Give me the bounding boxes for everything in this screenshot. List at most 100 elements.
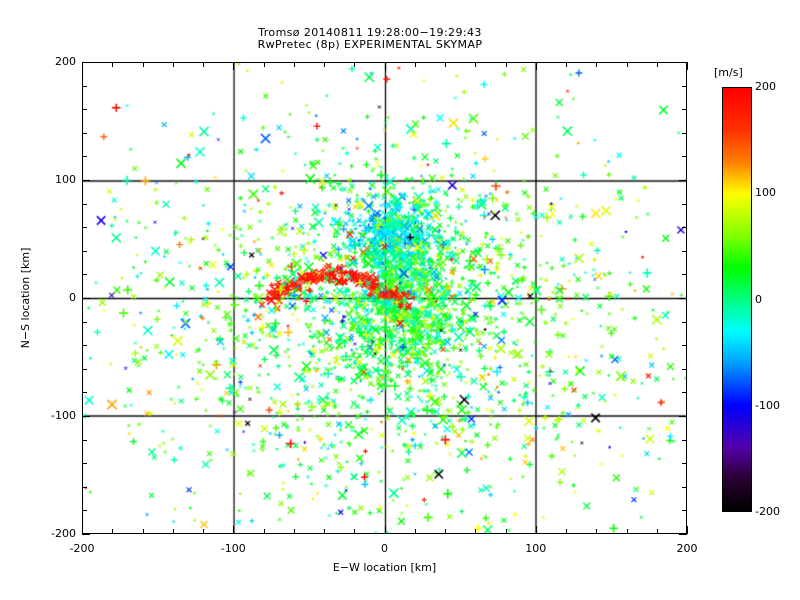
axis-tick [415, 62, 416, 67]
axis-tick [82, 369, 87, 370]
axis-tick [385, 526, 386, 534]
axis-tick [566, 529, 567, 534]
y-axis-label: N−S location [km] [19, 247, 32, 349]
axis-tick [682, 109, 687, 110]
axis-tick [682, 227, 687, 228]
axis-tick-label: 200 [55, 55, 76, 68]
axis-tick [112, 62, 113, 67]
axis-tick [415, 529, 416, 534]
axis-tick [445, 62, 446, 67]
axis-tick [682, 204, 687, 205]
axis-tick [682, 345, 687, 346]
axis-tick [82, 463, 87, 464]
axis-tick [682, 463, 687, 464]
axis-tick [354, 529, 355, 534]
axis-tick [82, 227, 87, 228]
axis-tick [682, 86, 687, 87]
axis-tick [596, 529, 597, 534]
axis-tick [82, 526, 83, 534]
axis-tick [682, 487, 687, 488]
x-axis-label: E−W location [km] [332, 561, 437, 574]
axis-tick-label: -100 [51, 409, 76, 422]
axis-tick [82, 156, 87, 157]
axis-tick [627, 62, 628, 67]
axis-tick [82, 180, 90, 181]
axis-tick [506, 529, 507, 534]
axis-tick [475, 62, 476, 67]
axis-tick [82, 86, 87, 87]
axis-tick-label: 0 [381, 542, 388, 555]
axis-tick [682, 251, 687, 252]
axis-tick [682, 440, 687, 441]
axis-tick-label: 200 [676, 542, 698, 555]
axis-tick [82, 62, 90, 63]
axis-tick [657, 529, 658, 534]
axis-tick [143, 529, 144, 534]
axis-tick [679, 298, 687, 299]
axis-tick-label: 0 [69, 291, 76, 304]
axis-tick [264, 529, 265, 534]
axis-tick [82, 534, 90, 535]
axis-tick [173, 62, 174, 67]
axis-tick [82, 251, 87, 252]
axis-tick [445, 529, 446, 534]
colorbar-tick-label: -200 [755, 505, 780, 518]
axis-tick [682, 369, 687, 370]
axis-tick [82, 510, 87, 511]
axis-tick [143, 62, 144, 67]
axis-tick [682, 133, 687, 134]
axis-tick [82, 392, 87, 393]
axis-tick [233, 526, 234, 534]
axis-tick [82, 274, 87, 275]
colorbar-unit-label: [m/s] [714, 66, 743, 79]
colorbar-tick-label: 200 [755, 80, 776, 93]
axis-tick-label: -200 [69, 542, 95, 555]
axis-tick [596, 62, 597, 67]
axis-tick [682, 156, 687, 157]
axis-tick [475, 529, 476, 534]
axis-tick [82, 487, 87, 488]
axis-tick [264, 62, 265, 67]
axis-tick [82, 298, 90, 299]
axis-tick [536, 526, 537, 534]
axis-tick [682, 274, 687, 275]
colorbar-tick-label: -100 [755, 398, 780, 412]
axis-tick [679, 180, 687, 181]
axis-tick [82, 109, 87, 110]
scatter-points-canvas [83, 63, 686, 533]
axis-tick [679, 534, 687, 535]
axis-tick [324, 62, 325, 67]
axis-tick [82, 416, 90, 417]
axis-tick [385, 62, 386, 70]
axis-tick [687, 62, 688, 70]
axis-tick [682, 510, 687, 511]
figure-title-line2: RwPretec (8p) EXPERIMENTAL SKYMAP [257, 38, 483, 51]
axis-tick [82, 440, 87, 441]
axis-tick [354, 62, 355, 67]
colorbar-tick-label: 0 [755, 292, 762, 306]
axis-tick [566, 62, 567, 67]
axis-tick-label: -200 [51, 527, 76, 540]
axis-tick [82, 62, 83, 70]
figure-title-line1: Tromsø 20140811 19:28:00−19:29:43 [258, 26, 482, 39]
axis-tick [203, 62, 204, 67]
axis-tick [687, 526, 688, 534]
colorbar-tick-label: 100 [755, 186, 776, 200]
axis-tick [82, 322, 87, 323]
colorbar [722, 87, 752, 512]
axis-tick [203, 529, 204, 534]
axis-tick [324, 529, 325, 534]
axis-tick-label: -100 [220, 542, 246, 555]
axis-tick [682, 322, 687, 323]
axis-tick [657, 62, 658, 67]
axis-tick [82, 133, 87, 134]
axis-tick [173, 529, 174, 534]
axis-tick [82, 345, 87, 346]
axis-tick [82, 204, 87, 205]
axis-tick [294, 62, 295, 67]
axis-tick [679, 62, 687, 63]
axis-tick [506, 62, 507, 67]
axis-tick [112, 529, 113, 534]
axis-tick [294, 529, 295, 534]
